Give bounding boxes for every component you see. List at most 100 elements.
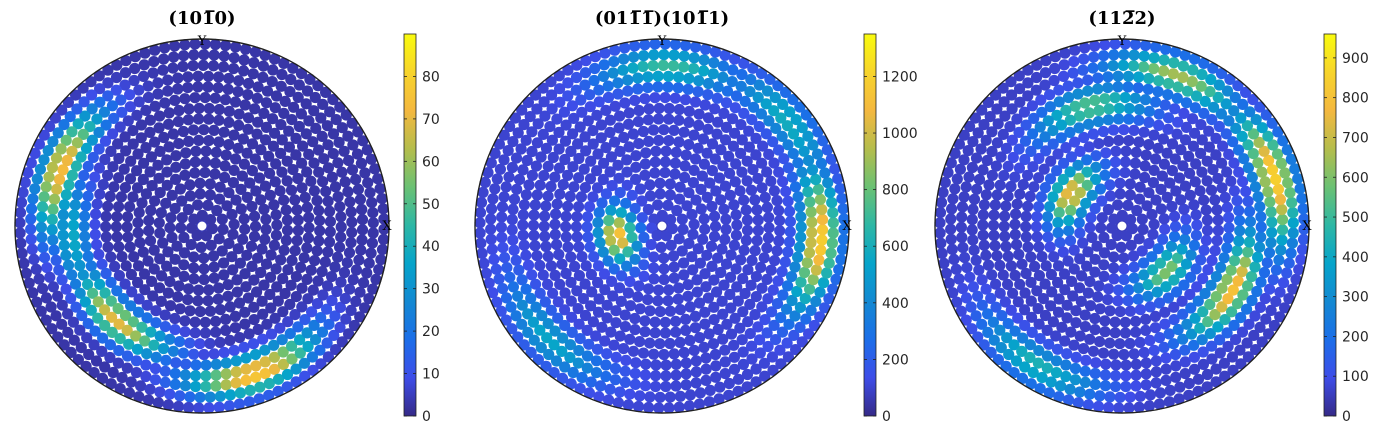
- pole-point: [339, 292, 351, 305]
- pole-point: [497, 283, 509, 295]
- pole-point: [200, 370, 212, 382]
- pole-point: [1260, 109, 1272, 121]
- pole-point: [500, 181, 512, 193]
- pole-point: [695, 203, 707, 215]
- pole-point: [999, 230, 1011, 242]
- panel-3-boundary-circle: [934, 38, 1310, 414]
- pole-point: [1203, 141, 1215, 153]
- pole-point: [291, 235, 303, 247]
- pole-point: [135, 132, 147, 144]
- pole-point: [167, 62, 179, 74]
- pole-point: [1233, 235, 1245, 247]
- pole-point: [1039, 131, 1051, 143]
- pole-point: [1169, 103, 1181, 115]
- pole-point: [1053, 293, 1065, 305]
- pole-point: [154, 227, 166, 239]
- pole-point: [717, 333, 729, 345]
- pole-point: [1253, 136, 1265, 148]
- pole-point: [1197, 346, 1209, 358]
- pole-point: [700, 43, 712, 55]
- pole-point: [329, 181, 342, 193]
- pole-point: [814, 311, 826, 323]
- pole-point: [1281, 267, 1293, 279]
- pole-point: [1112, 70, 1124, 82]
- pole-point: [1084, 388, 1096, 400]
- pole-point: [1099, 380, 1112, 392]
- pole-point: [1148, 164, 1160, 176]
- pole-point: [501, 262, 513, 274]
- pole-point: [1096, 212, 1108, 224]
- pole-point: [511, 290, 524, 302]
- pole-point: [182, 203, 194, 216]
- pole-point: [28, 253, 40, 265]
- pole-point: [1259, 292, 1271, 305]
- pole-point: [624, 222, 636, 234]
- pole-point: [608, 56, 620, 68]
- pole-point: [1202, 316, 1214, 328]
- pole-point: [315, 112, 327, 124]
- pole-point: [242, 77, 255, 90]
- pole-point: [587, 125, 599, 137]
- pole-point: [162, 399, 174, 411]
- pole-point: [93, 162, 105, 174]
- pole-point: [660, 380, 672, 393]
- pole-point: [559, 287, 571, 299]
- pole-point: [534, 259, 546, 272]
- pole-point: [1274, 286, 1286, 298]
- pole-point: [55, 143, 67, 155]
- pole-point: [367, 217, 379, 229]
- pole-point: [582, 231, 594, 243]
- pole-point: [296, 282, 308, 294]
- pole-point: [119, 278, 131, 290]
- pole-point: [174, 183, 186, 195]
- pole-point: [566, 311, 578, 323]
- pole-point: [62, 259, 75, 271]
- pole-point: [121, 324, 133, 336]
- pole-point: [708, 230, 721, 243]
- pole-point: [1120, 145, 1132, 157]
- colorbar-tick-label: 40: [422, 239, 440, 255]
- pole-point: [741, 368, 754, 381]
- pole-point: [105, 295, 117, 307]
- pole-point: [683, 72, 695, 85]
- pole-point: [664, 305, 677, 317]
- pole-point: [1267, 139, 1279, 151]
- pole-point: [136, 321, 148, 333]
- pole-point: [294, 347, 306, 359]
- pole-point: [1244, 205, 1256, 217]
- pole-point: [1215, 68, 1228, 80]
- pole-point: [765, 264, 777, 276]
- pole-point: [592, 217, 604, 229]
- pole-point: [1022, 200, 1034, 212]
- pole-point: [598, 268, 611, 280]
- pole-point: [564, 190, 576, 203]
- pole-point: [177, 347, 190, 359]
- pole-point: [14, 227, 26, 239]
- pole-point: [529, 199, 541, 211]
- pole-point: [1139, 94, 1152, 106]
- pole-point: [377, 203, 389, 215]
- pole-point: [130, 367, 143, 379]
- pole-point: [674, 390, 687, 402]
- pole-point: [592, 227, 604, 239]
- pole-point: [190, 380, 202, 393]
- pole-point: [1122, 70, 1134, 82]
- pole-point: [1209, 194, 1221, 206]
- pole-point: [1215, 261, 1227, 273]
- pole-point: [522, 326, 534, 338]
- pole-point: [1131, 204, 1143, 217]
- pole-point: [1180, 121, 1192, 133]
- pole-point: [1166, 200, 1178, 213]
- pole-point: [1225, 175, 1237, 187]
- pole-point: [638, 231, 650, 244]
- pole-point: [326, 294, 338, 307]
- pole-point: [1235, 358, 1247, 370]
- pole-point: [276, 68, 288, 81]
- pole-point: [346, 226, 358, 238]
- pole-point: [680, 313, 692, 325]
- pole-point: [794, 101, 806, 113]
- pole-point: [600, 142, 612, 154]
- pole-point: [706, 165, 719, 177]
- pole-point: [992, 354, 1005, 366]
